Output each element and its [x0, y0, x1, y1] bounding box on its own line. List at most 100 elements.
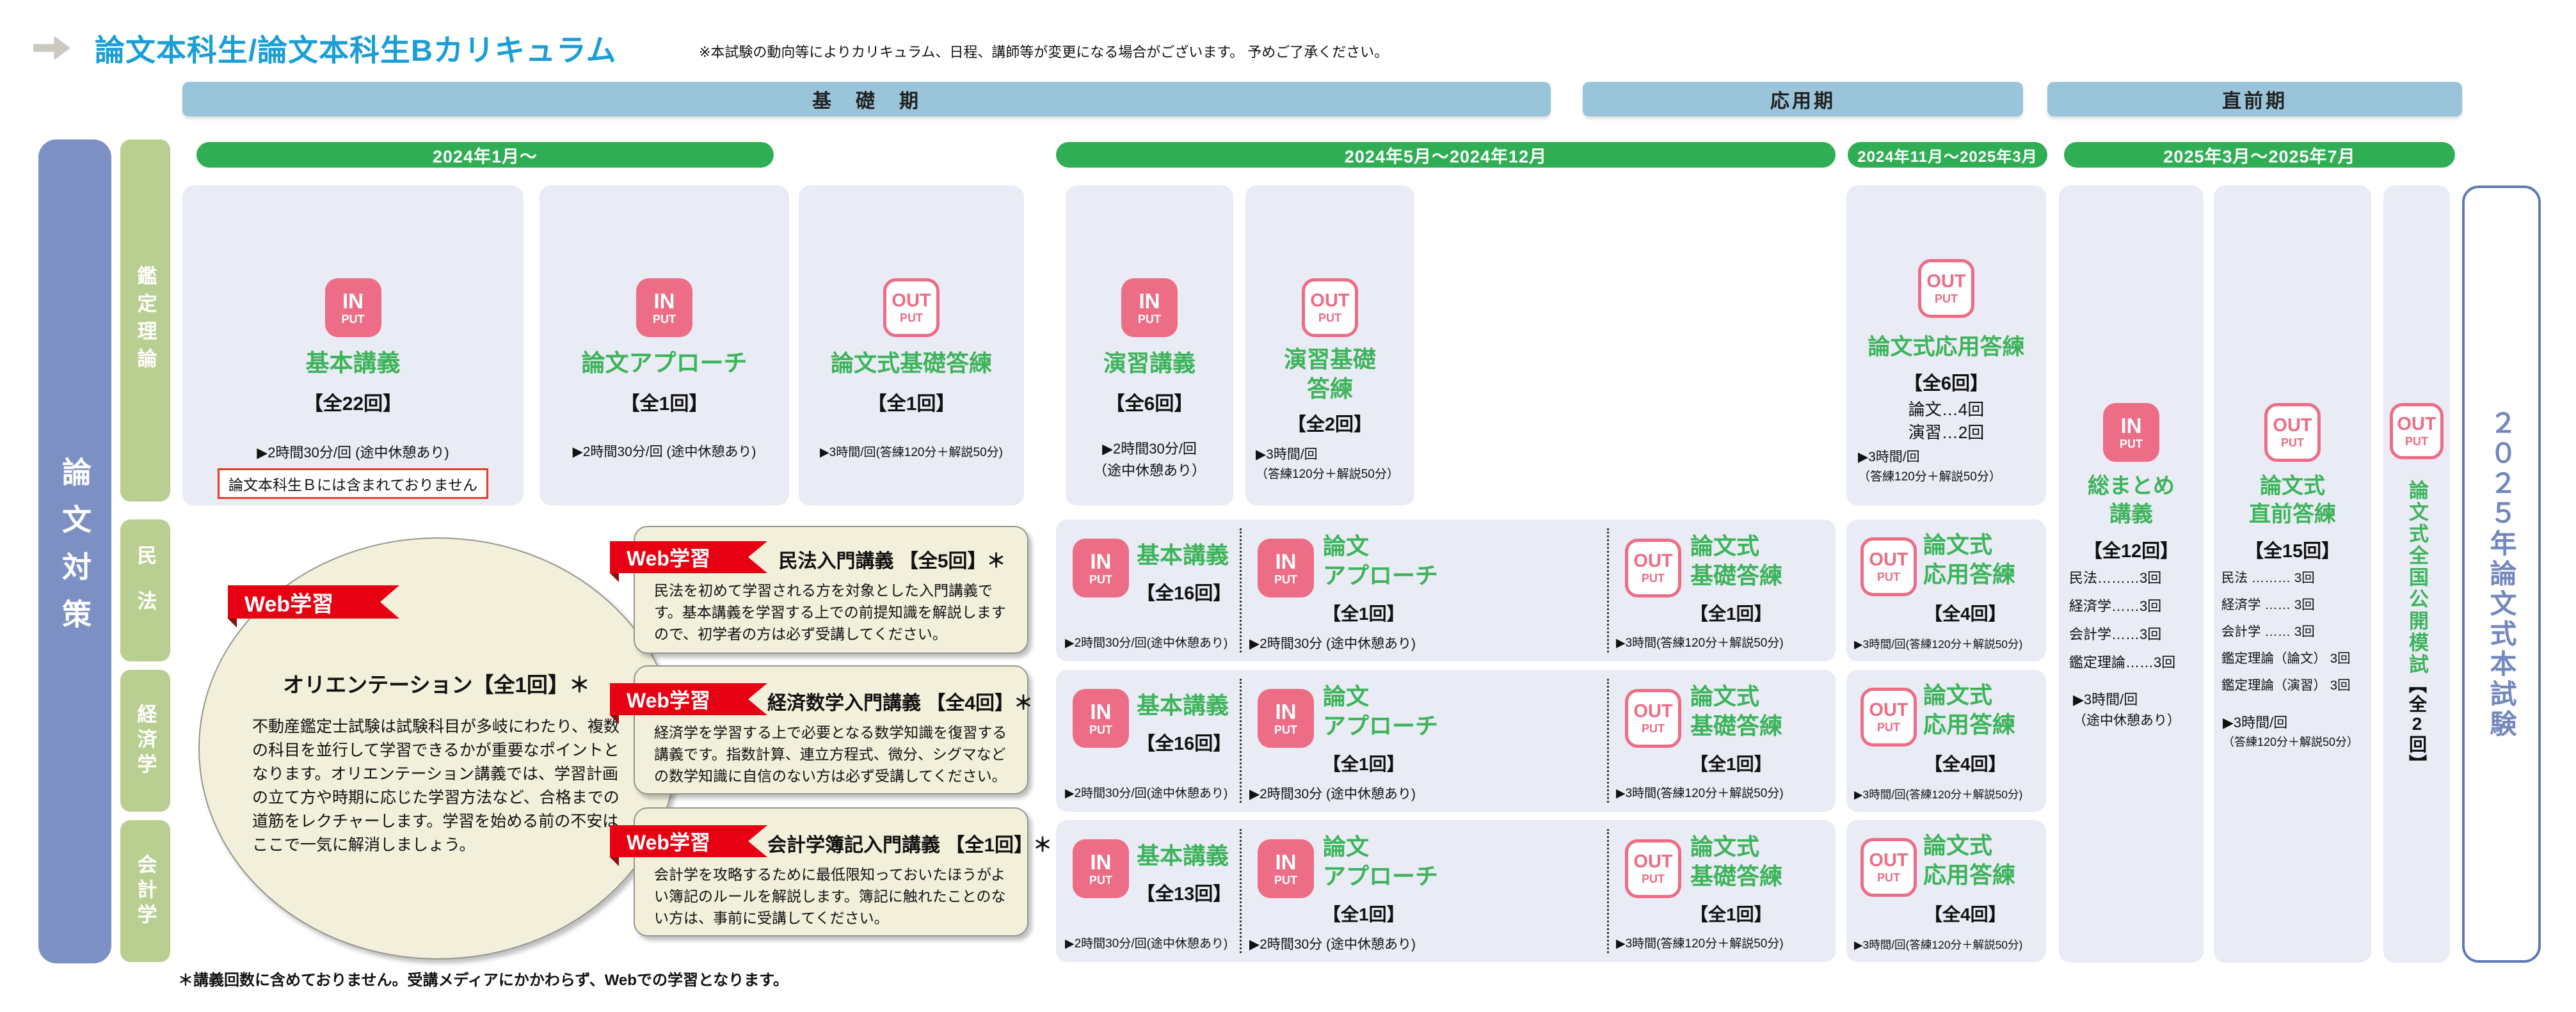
- web-card-body: 経済学を学習する上で必要となる数学知識を復習する講義です。指数計算、連立方程式、…: [654, 724, 1007, 784]
- date-bar-2025-03-07: 2025年3月～2025年7月: [2064, 142, 2455, 168]
- basic-count: 【全13回】: [1137, 884, 1232, 905]
- oyo-title-2: 応用答練: [1923, 561, 2016, 587]
- course-title-1: 論文式: [2260, 474, 2325, 498]
- kiso-count: 【全1回】: [1690, 754, 1772, 774]
- list-item: 鑑定理論（演習） 3回: [2221, 678, 2351, 693]
- basic-title: 基本講義: [1137, 542, 1229, 568]
- date-bar-2024-05-12: 2024年5月～2024年12月: [1056, 142, 1836, 168]
- ribbon-label: Web学習: [244, 592, 334, 617]
- course-count: 【全1回】: [867, 393, 956, 415]
- card-enshu-kiso-toren: OUT PUT 演習基礎 答練 【全2回】 ▶3時間/回 （答練120分＋解説50…: [1245, 186, 1414, 505]
- header-note: ※本試験の動向等によりカリキュラム、日程、講師等が変更になる場合がございます。 …: [699, 44, 1389, 60]
- course-title: 論文アプローチ: [581, 350, 748, 376]
- course-time-1: ▶3時間/回: [2073, 692, 2138, 708]
- approach-count: 【全1回】: [1323, 754, 1405, 774]
- exam-card: ２０２５年論文式本試験: [2462, 186, 2541, 963]
- course-title-1: 総まとめ: [2088, 474, 2175, 498]
- kiso-title-1: 論文式: [1690, 834, 1760, 860]
- course-time-2: （答練120分＋解説50分）: [2223, 736, 2359, 748]
- footnote: ＊講義回数に含めておりません。受講メディアにかかわらず、Webでの学習となります…: [178, 972, 788, 989]
- card-chokuzen-toren: OUT PUT 論文式 直前答練 【全15回】 民法 ……… 3回 経済学 …… …: [2214, 186, 2371, 963]
- list-item: 経済学……3回: [2069, 598, 2162, 614]
- course-title-2: 答練: [1306, 376, 1353, 402]
- course-time-2: （途中休憩あり）: [1092, 463, 1206, 478]
- input-icon: IN PUT: [1258, 689, 1314, 748]
- course-title-2: 講義: [2109, 502, 2153, 526]
- list-item: 会計学……3回: [2069, 626, 2162, 642]
- kiso-title-2: 基礎答練: [1690, 713, 1783, 739]
- input-icon: IN PUT: [636, 278, 692, 337]
- course-title-1: 演習基礎: [1283, 346, 1376, 372]
- output-icon: OUT PUT: [2390, 403, 2444, 459]
- date-bar-2024-11-2025-03: 2024年11月～2025年3月: [1848, 142, 2047, 168]
- ribbon-fold: [610, 573, 619, 582]
- course-count: 【全1回】: [620, 393, 708, 415]
- divider-dotted: [1240, 679, 1242, 803]
- subject-row-card-minpo: IN PUT 基本講義 【全16回】 ▶2時間30分/回(途中休憩あり) IN PU…: [1056, 519, 1836, 661]
- approach-count: 【全1回】: [1323, 905, 1405, 924]
- oyo-time: ▶3時間/回(答練120分＋解説50分): [1854, 638, 2023, 651]
- ribbon-label: Web学習: [627, 689, 710, 712]
- list-item: 鑑定理論……3回: [2069, 654, 2176, 670]
- output-icon: OUT PUT: [1302, 278, 1358, 337]
- course-count: 【全6回】: [1903, 374, 1989, 394]
- row-label-kaikei: 会計学: [120, 820, 170, 962]
- basic-count: 【全16回】: [1137, 734, 1232, 754]
- output-icon: OUT PUT: [2264, 403, 2321, 462]
- oyo-title-1: 論文式: [1923, 532, 1993, 558]
- period-bar-chokuzen: 直前期: [2047, 82, 2462, 116]
- course-count: 【全12回】: [2083, 541, 2179, 562]
- course-time: ▶3時間/回(答練120分＋解説50分): [820, 446, 1003, 459]
- moshi-title: 論文式全国公開模試: [2406, 480, 2428, 676]
- output-icon: OUT PUT: [1860, 537, 1917, 596]
- row-label-minpo: 民法: [120, 519, 170, 661]
- web-card-body: 民法を初めて学習される方を対象とした入門講義です。基本講義を学習する上での前提知…: [654, 582, 1006, 642]
- oyo-title-1: 論文式: [1923, 682, 1993, 708]
- period-bar-oyo: 応用期: [1583, 82, 2023, 116]
- kiso-time: ▶3時間(答練120分＋解説50分): [1616, 787, 1784, 800]
- course-count: 【全6回】: [1105, 393, 1194, 415]
- kiso-count: 【全1回】: [1690, 604, 1772, 624]
- basic-count: 【全16回】: [1137, 583, 1232, 604]
- divider-dotted: [1607, 528, 1609, 652]
- list-item: 会計学 …… 3回: [2221, 624, 2315, 639]
- left-category-bar: 論文対策: [38, 139, 111, 963]
- orientation-body: 不動産鑑定士試験は試験科目が多岐にわたり、複数の科目を並行して学習できるかが重要…: [252, 718, 620, 854]
- kiso-time: ▶3時間(答練120分＋解説50分): [1616, 636, 1784, 650]
- course-count: 【全15回】: [2244, 541, 2340, 562]
- web-learning-ribbon: Web学習: [610, 825, 767, 857]
- list-item: 民法 ……… 3回: [2221, 571, 2315, 585]
- card-matome-kogi: IN PUT 総まとめ 講義 【全12回】 民法………3回 経済学……3回 会計学…: [2059, 186, 2204, 963]
- list-item: 民法………3回: [2069, 570, 2162, 586]
- approach-title-2: アプローチ: [1323, 713, 1439, 739]
- orientation-title: オリエンテーション【全1回】＊: [283, 673, 590, 697]
- approach-title-2: アプローチ: [1323, 562, 1439, 589]
- kiso-title-1: 論文式: [1690, 683, 1760, 709]
- basic-time: ▶2時間30分/回(途中休憩あり): [1065, 636, 1228, 650]
- oyo-title-2: 応用答練: [1923, 862, 2016, 888]
- course-title-vertical: 論文式全国公開模試【全2回】: [2404, 480, 2429, 928]
- ribbon-label: Web学習: [627, 831, 710, 854]
- web-card-title: 会計学簿記入門講義 【全1回】＊: [767, 835, 1053, 856]
- oyo-count: 【全4回】: [1924, 905, 2006, 924]
- output-icon: OUT PUT: [1625, 689, 1681, 748]
- course-title-2: 直前答練: [2249, 502, 2336, 526]
- list-item: 鑑定理論（論文） 3回: [2221, 651, 2351, 666]
- course-sub-1: 論文…4回: [1908, 400, 1985, 419]
- input-icon: IN PUT: [2103, 403, 2159, 462]
- course-title: 論文式応用答練: [1868, 335, 2025, 360]
- course-time: ▶2時間30分/回 (途中休憩あり): [257, 445, 449, 461]
- kiso-title-2: 基礎答練: [1690, 562, 1783, 589]
- oyo-time: ▶3時間/回(答練120分＋解説50分): [1854, 938, 2023, 951]
- subject-oyo-card-keizai: OUT PUT 論文式 応用答練 【全4回】 ▶3時間/回(答練120分＋解説50…: [1846, 670, 2046, 812]
- basic-title: 基本講義: [1137, 842, 1229, 869]
- approach-title-1: 論文: [1323, 533, 1370, 559]
- output-icon: OUT PUT: [1625, 539, 1681, 597]
- course-count: 【全22回】: [303, 393, 403, 415]
- approach-title-1: 論文: [1323, 683, 1370, 709]
- ribbon-fold: [610, 715, 619, 724]
- web-learning-ribbon: Web学習: [610, 541, 767, 573]
- web-learning-ribbon: Web学習: [610, 683, 767, 715]
- input-icon: IN PUT: [1073, 839, 1129, 898]
- kiso-title-1: 論文式: [1690, 533, 1760, 559]
